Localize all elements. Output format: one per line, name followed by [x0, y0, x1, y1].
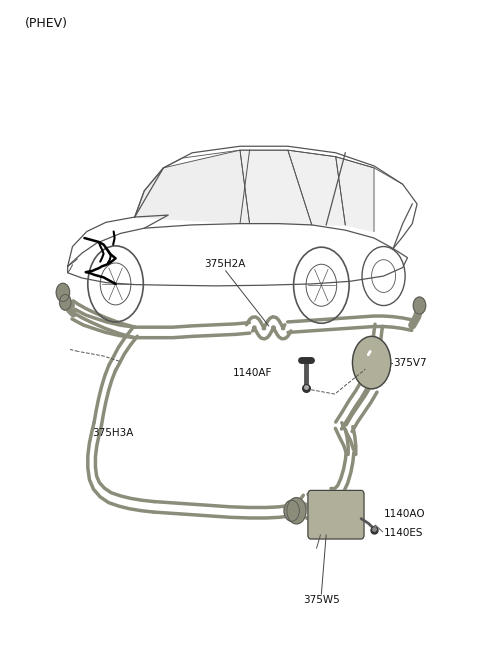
Text: 1140AF: 1140AF	[233, 368, 273, 378]
Text: 375W5: 375W5	[303, 595, 340, 605]
Polygon shape	[240, 150, 312, 225]
Polygon shape	[288, 150, 345, 225]
Circle shape	[56, 283, 70, 302]
Polygon shape	[135, 150, 250, 223]
Circle shape	[287, 497, 306, 524]
Circle shape	[352, 336, 391, 389]
Text: 375H2A: 375H2A	[204, 260, 245, 269]
Text: 375H3A: 375H3A	[93, 428, 134, 438]
FancyBboxPatch shape	[308, 490, 364, 539]
Circle shape	[413, 297, 426, 314]
Text: 375V7: 375V7	[393, 357, 427, 368]
Text: 1140ES: 1140ES	[384, 528, 423, 539]
Text: (PHEV): (PHEV)	[24, 17, 68, 30]
Text: 1140AO: 1140AO	[384, 509, 425, 518]
Circle shape	[284, 500, 300, 521]
Polygon shape	[336, 157, 374, 231]
Circle shape	[60, 294, 71, 310]
